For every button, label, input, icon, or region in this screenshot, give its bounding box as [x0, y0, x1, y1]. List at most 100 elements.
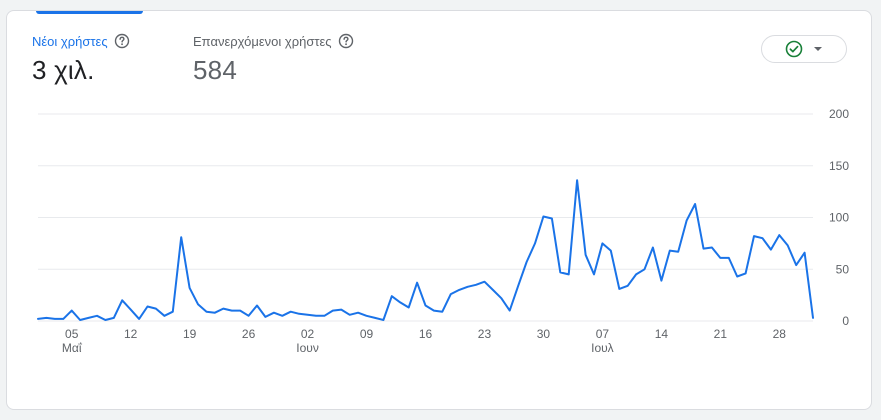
data-point	[500, 297, 502, 299]
data-point	[728, 257, 730, 259]
data-point	[172, 311, 174, 313]
data-point	[635, 273, 637, 275]
data-point	[62, 318, 64, 320]
data-point	[399, 301, 401, 303]
metric-new-users[interactable]: Νέοι χρήστες 3 χιλ.	[32, 33, 130, 86]
data-point	[601, 242, 603, 244]
help-icon[interactable]	[338, 33, 354, 49]
data-point	[147, 306, 149, 308]
data-point	[180, 236, 182, 238]
data-point	[374, 317, 376, 319]
data-point	[542, 215, 544, 217]
y-tick-label: 0	[842, 314, 849, 328]
data-point	[96, 315, 98, 317]
x-tick-label: 19	[183, 327, 197, 341]
data-point	[71, 310, 73, 312]
x-tick-label: 16	[419, 327, 433, 341]
data-point	[273, 312, 275, 314]
data-point	[138, 318, 140, 320]
data-point	[104, 319, 106, 321]
data-point	[222, 308, 224, 310]
data-point	[239, 310, 241, 312]
data-point	[483, 281, 485, 283]
data-point	[425, 304, 427, 306]
data-point	[686, 220, 688, 222]
data-point	[205, 311, 207, 313]
data-point	[669, 250, 671, 252]
metric-returning-users[interactable]: Επανερχόμενοι χρήστες 584	[193, 33, 354, 86]
x-tick-label: 14	[655, 327, 669, 341]
data-point	[231, 310, 233, 312]
data-point	[492, 289, 494, 291]
x-tick-label: 30	[537, 327, 551, 341]
data-point	[391, 295, 393, 297]
help-icon[interactable]	[114, 33, 130, 49]
x-tick-label: 21	[714, 327, 728, 341]
data-point	[408, 307, 410, 309]
data-point	[627, 285, 629, 287]
data-point	[551, 218, 553, 220]
compare-dropdown-button[interactable]	[761, 35, 847, 63]
metric-new-users-label-row: Νέοι χρήστες	[32, 33, 130, 49]
data-point	[155, 308, 157, 310]
data-point	[441, 311, 443, 313]
data-point	[323, 315, 325, 317]
data-point	[795, 264, 797, 266]
data-point	[745, 272, 747, 274]
data-point	[804, 252, 806, 254]
data-point	[812, 317, 814, 319]
data-point	[382, 319, 384, 321]
x-tick-label: 02	[301, 327, 315, 341]
data-point	[189, 287, 191, 289]
data-point	[121, 299, 123, 301]
y-tick-label: 150	[829, 159, 849, 173]
x-tick-label: 26	[242, 327, 256, 341]
data-point	[450, 293, 452, 295]
data-point	[753, 235, 755, 237]
metric-new-users-label: Νέοι χρήστες	[32, 33, 108, 49]
data-point	[307, 314, 309, 316]
x-tick-label: 23	[478, 327, 492, 341]
data-point	[130, 309, 132, 311]
x-tick-label: 28	[773, 327, 787, 341]
data-point	[593, 273, 595, 275]
data-point	[264, 316, 266, 318]
data-point	[702, 248, 704, 250]
data-point	[475, 284, 477, 286]
data-point	[298, 313, 300, 315]
data-point	[618, 288, 620, 290]
data-point	[585, 254, 587, 256]
metric-returning-users-label-row: Επανερχόμενοι χρήστες	[193, 33, 354, 49]
data-point	[694, 203, 696, 205]
data-point	[357, 312, 359, 314]
y-tick-label: 200	[829, 107, 849, 121]
data-point	[711, 247, 713, 249]
data-point	[88, 317, 90, 319]
data-point	[214, 312, 216, 314]
data-point	[568, 273, 570, 275]
x-tick-label: 05	[65, 327, 79, 341]
y-tick-label: 50	[836, 262, 850, 276]
data-point	[719, 257, 721, 259]
data-point	[163, 315, 165, 317]
data-point	[433, 310, 435, 312]
data-point	[677, 251, 679, 253]
data-point	[736, 275, 738, 277]
data-point	[256, 304, 258, 306]
data-point	[332, 310, 334, 312]
data-point	[660, 280, 662, 282]
data-point	[778, 234, 780, 236]
data-point	[79, 319, 81, 321]
data-point	[652, 247, 654, 249]
data-point	[197, 303, 199, 305]
data-point	[787, 244, 789, 246]
data-point	[349, 314, 351, 316]
data-point	[467, 286, 469, 288]
data-point	[290, 311, 292, 313]
data-point	[54, 318, 56, 320]
data-point	[576, 179, 578, 181]
data-point	[770, 249, 772, 251]
data-point	[517, 285, 519, 287]
x-tick-month-label: Μαΐ	[62, 341, 83, 355]
data-point	[366, 315, 368, 317]
